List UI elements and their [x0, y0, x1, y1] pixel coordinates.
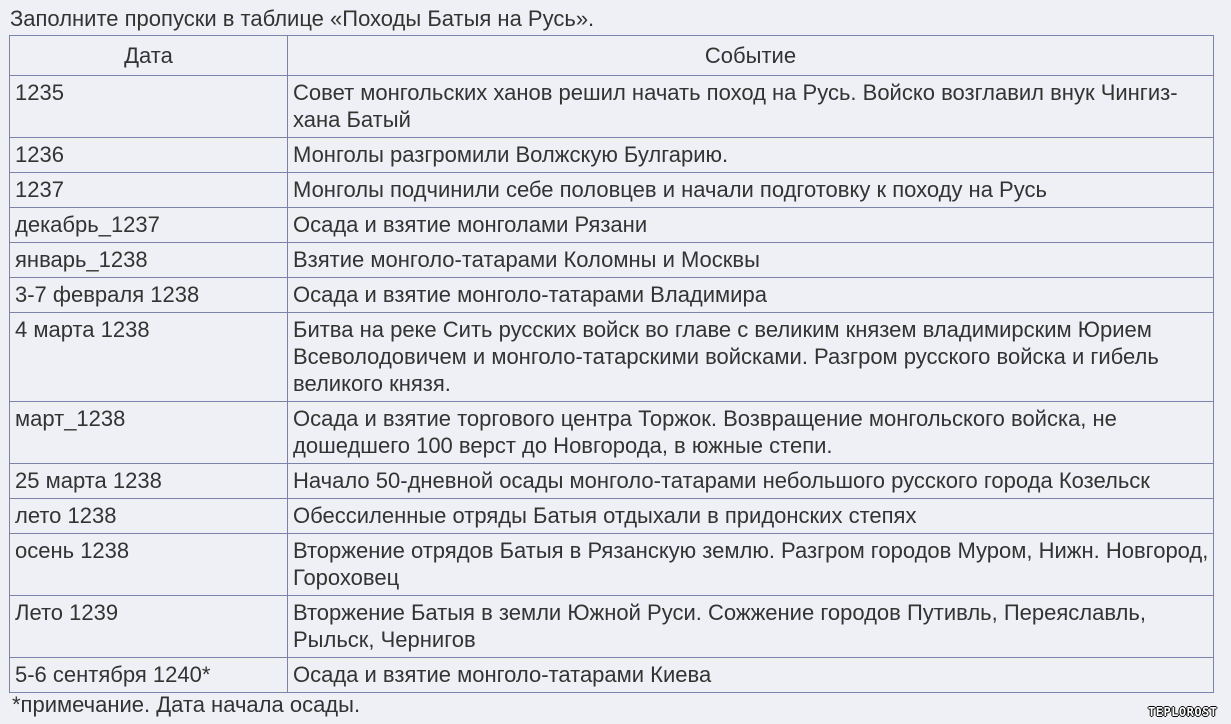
table-row: 4 марта 1238 Битва на реке Сить русских в… — [9, 312, 1214, 402]
table-row: 5-6 сентября 1240* Осада и взятие монголо… — [9, 657, 1214, 693]
table-row: март_1238 Осада и взятие торгового центра… — [9, 401, 1214, 464]
table-row: 1236 Монголы разгромили Волжскую Булгарию… — [9, 137, 1214, 173]
campaigns-table: Дата Событие 1235 Совет монгольских ханов… — [9, 35, 1214, 693]
cell-date: 25 марта 1238 — [9, 463, 288, 499]
cell-event: Обессиленные отряды Батыя отдыхали в при… — [287, 498, 1214, 534]
task-title: Заполните пропуски в таблице «Походы Бат… — [10, 6, 595, 31]
cell-date: март_1238 — [9, 401, 288, 464]
cell-date: 3-7 февраля 1238 — [9, 277, 288, 313]
cell-event: Вторжение отрядов Батыя в Рязанскую земл… — [287, 533, 1214, 596]
table-row: 25 марта 1238 Начало 50-дневной осады мон… — [9, 463, 1214, 499]
cell-event: Монголы разгромили Волжскую Булгарию. — [287, 137, 1214, 173]
cell-event: Монголы подчинили себе половцев и начали… — [287, 172, 1214, 208]
cell-event: Осада и взятие торгового центра Торжок. … — [287, 401, 1214, 464]
cell-event: Осада и взятие монголо-татарами Владимир… — [287, 277, 1214, 313]
table-row: осень 1238 Вторжение отрядов Батыя в Ряза… — [9, 533, 1214, 596]
table-row: 3-7 февраля 1238 Осада и взятие монголо-т… — [9, 277, 1214, 313]
table-row: Лето 1239 Вторжение Батыя в земли Южной Р… — [9, 595, 1214, 658]
cell-event: Начало 50-дневной осады монголо-татарами… — [287, 463, 1214, 499]
table-row: 1237 Монголы подчинили себе половцев и на… — [9, 172, 1214, 208]
cell-date: 1237 — [9, 172, 288, 208]
table-row: лето 1238 Обессиленные отряды Батыя отдых… — [9, 498, 1214, 534]
table-row: январь_1238 Взятие монголо-татарами Колом… — [9, 242, 1214, 278]
cell-event: Вторжение Батыя в земли Южной Руси. Сожж… — [287, 595, 1214, 658]
cell-date: лето 1238 — [9, 498, 288, 534]
cell-date: январь_1238 — [9, 242, 288, 278]
cell-date: 4 марта 1238 — [9, 312, 288, 402]
cell-event: Битва на реке Сить русских войск во глав… — [287, 312, 1214, 402]
cell-date: 5-6 сентября 1240* — [9, 657, 288, 693]
cell-event: Осада и взятие монголами Рязани — [287, 207, 1214, 243]
header-event: Событие — [287, 35, 1214, 76]
cell-event: Взятие монголо-татарами Коломны и Москвы — [287, 242, 1214, 278]
cell-date: 1235 — [9, 75, 288, 138]
header-date: Дата — [9, 35, 288, 76]
cell-date: Лето 1239 — [9, 595, 288, 658]
cell-event: Осада и взятие монголо-татарами Киева — [287, 657, 1214, 693]
footnote: *примечание. Дата начала осады. — [12, 692, 361, 717]
table-header-row: Дата Событие — [9, 35, 1214, 76]
cell-date: 1236 — [9, 137, 288, 173]
table-row: 1235 Совет монгольских ханов решил начать… — [9, 75, 1214, 138]
table-row: декабрь_1237 Осада и взятие монголами Ряз… — [9, 207, 1214, 243]
cell-event: Совет монгольских ханов решил начать пох… — [287, 75, 1214, 138]
watermark-logo: TEPLOROST — [1148, 705, 1218, 719]
cell-date: декабрь_1237 — [9, 207, 288, 243]
cell-date: осень 1238 — [9, 533, 288, 596]
